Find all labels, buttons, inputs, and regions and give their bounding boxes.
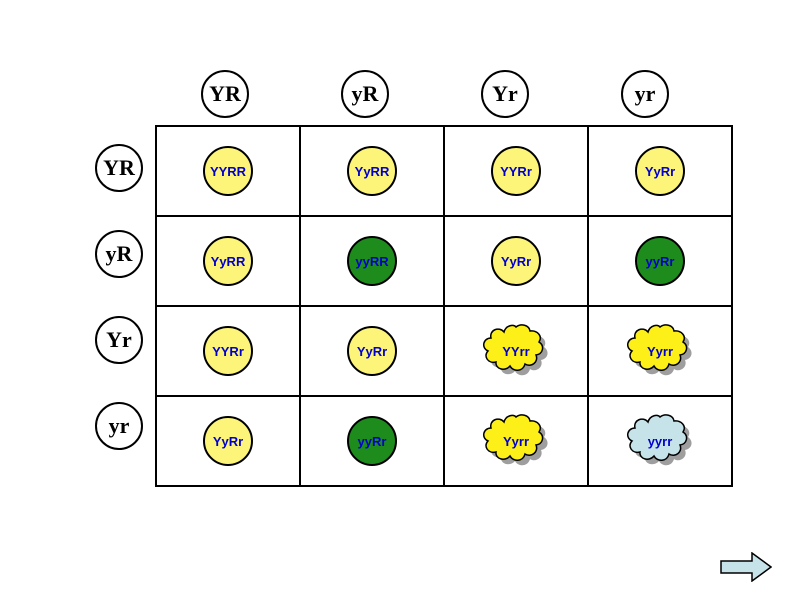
cell-r1-c3: yyRr bbox=[588, 216, 732, 306]
row-header-1: yR bbox=[95, 230, 143, 278]
arrow-right-icon bbox=[721, 553, 771, 581]
phenotype-cloud: yyrr bbox=[627, 414, 693, 468]
cell-r3-c1: yyRr bbox=[300, 396, 444, 486]
genotype-label: YyRr bbox=[357, 344, 387, 359]
cell-r1-c1: yyRR bbox=[300, 216, 444, 306]
cell-r3-c0: YyRr bbox=[156, 396, 300, 486]
genotype-label: yyRR bbox=[355, 254, 388, 269]
cell-r2-c3: Yyrr bbox=[588, 306, 732, 396]
row-header-0-label: YR bbox=[103, 155, 135, 181]
phenotype-circle: yyRr bbox=[635, 236, 685, 286]
genotype-label: YyRR bbox=[355, 164, 390, 179]
cell-r0-c0: YYRR bbox=[156, 126, 300, 216]
col-header-0-label: YR bbox=[209, 81, 241, 107]
cell-r2-c0: YYRr bbox=[156, 306, 300, 396]
next-arrow-button[interactable] bbox=[720, 552, 772, 582]
phenotype-circle: YyRr bbox=[203, 416, 253, 466]
phenotype-circle: YyRr bbox=[491, 236, 541, 286]
row-header-3-label: yr bbox=[109, 413, 130, 439]
genotype-label: YYRr bbox=[500, 164, 532, 179]
genotype-label: YyRr bbox=[501, 254, 531, 269]
row-header-2: Yr bbox=[95, 316, 143, 364]
genotype-label: yyRr bbox=[358, 434, 387, 449]
phenotype-circle: YyRr bbox=[347, 326, 397, 376]
punnett-table: YYRR YyRR YYRr YyRr YyRR yyRR YyRr yyRr YYRr YyRr… bbox=[155, 125, 733, 487]
genotype-label: YYRr bbox=[212, 344, 244, 359]
cell-r3-c3: yyrr bbox=[588, 396, 732, 486]
col-header-1: yR bbox=[341, 70, 389, 118]
col-header-2-label: Yr bbox=[492, 81, 518, 107]
col-header-0: YR bbox=[201, 70, 249, 118]
col-header-3: yr bbox=[621, 70, 669, 118]
genotype-label: YyRr bbox=[213, 434, 243, 449]
genotype-label: YYrr bbox=[502, 344, 529, 359]
cell-r0-c3: YyRr bbox=[588, 126, 732, 216]
phenotype-circle: yyRr bbox=[347, 416, 397, 466]
row-header-1-label: yR bbox=[106, 241, 133, 267]
cell-r0-c2: YYRr bbox=[444, 126, 588, 216]
col-header-3-label: yr bbox=[635, 81, 656, 107]
col-header-1-label: yR bbox=[352, 81, 379, 107]
phenotype-circle: YYRr bbox=[491, 146, 541, 196]
phenotype-cloud: Yyrr bbox=[483, 414, 549, 468]
phenotype-circle: yyRR bbox=[347, 236, 397, 286]
row-header-2-label: Yr bbox=[106, 327, 132, 353]
row-header-3: yr bbox=[95, 402, 143, 450]
cell-r0-c1: YyRR bbox=[300, 126, 444, 216]
row-header-0: YR bbox=[95, 144, 143, 192]
genotype-label: Yyrr bbox=[647, 344, 673, 359]
genotype-label: YyRR bbox=[211, 254, 246, 269]
phenotype-circle: YyRR bbox=[203, 236, 253, 286]
genotype-label: yyRr bbox=[646, 254, 675, 269]
cell-r2-c1: YyRr bbox=[300, 306, 444, 396]
cell-r3-c2: Yyrr bbox=[444, 396, 588, 486]
phenotype-cloud: Yyrr bbox=[627, 324, 693, 378]
phenotype-circle: YyRr bbox=[635, 146, 685, 196]
genotype-label: YYRR bbox=[210, 164, 246, 179]
genotype-label: Yyrr bbox=[503, 434, 529, 449]
phenotype-circle: YYRR bbox=[203, 146, 253, 196]
phenotype-circle: YyRR bbox=[347, 146, 397, 196]
col-header-2: Yr bbox=[481, 70, 529, 118]
genotype-label: yyrr bbox=[648, 434, 673, 449]
phenotype-circle: YYRr bbox=[203, 326, 253, 376]
cell-r1-c0: YyRR bbox=[156, 216, 300, 306]
phenotype-cloud: YYrr bbox=[483, 324, 549, 378]
cell-r1-c2: YyRr bbox=[444, 216, 588, 306]
cell-r2-c2: YYrr bbox=[444, 306, 588, 396]
genotype-label: YyRr bbox=[645, 164, 675, 179]
